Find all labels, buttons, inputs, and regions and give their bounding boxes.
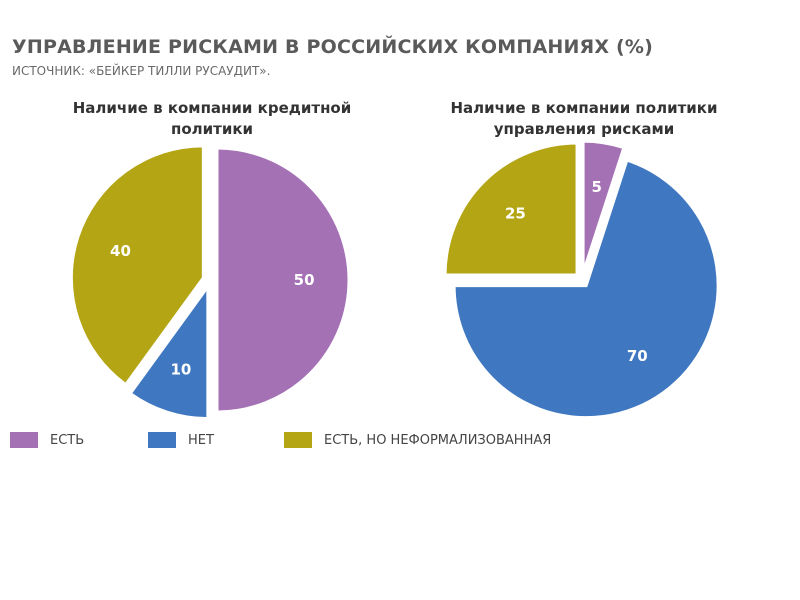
pie-risk-label-net: 70 [627,347,648,365]
pie-credit-slice-est [215,146,351,414]
pie-risk-slice-net [452,158,720,420]
pie-credit-label-est: 50 [294,271,315,289]
pie-credit-label-neformal: 40 [110,242,131,260]
legend-swatch-neformal [284,432,312,448]
legend-label-est: ЕСТЬ [50,432,85,448]
pie-risk-slice-neformal [443,141,579,277]
pie-credit-label-net: 10 [170,361,191,379]
chart-source: ИСТОЧНИК: «БЕЙКЕР ТИЛЛИ РУСАУДИТ». [12,64,271,78]
pie-risk-slice-est [581,139,626,274]
legend-item-est: ЕСТЬ [10,432,84,448]
pie-credit-slice-neformal [69,144,205,387]
legend-swatch-net [148,432,176,448]
pie-title-risk-policy: Наличие в компании политики управления р… [450,99,718,138]
legend-label-net: НЕТ [188,432,214,448]
legend-item-net: НЕТ [148,432,214,448]
legend-item-neformal: ЕСТЬ, НО НЕФОРМАЛИЗОВАННАЯ [284,432,551,448]
pie-title-credit-policy: Наличие в компании кредитной политики [72,99,352,138]
pie-credit-slice-net [128,282,210,421]
pie-risk-label-neformal: 25 [505,204,526,222]
legend-swatch-est [10,432,38,448]
pie-risk-label-est: 5 [592,178,602,196]
chart-main-title: УПРАВЛЕНИЕ РИСКАМИ В РОССИЙСКИХ КОМПАНИЯ… [12,36,654,58]
legend-label-neformal: ЕСТЬ, НО НЕФОРМАЛИЗОВАННАЯ [324,432,552,448]
